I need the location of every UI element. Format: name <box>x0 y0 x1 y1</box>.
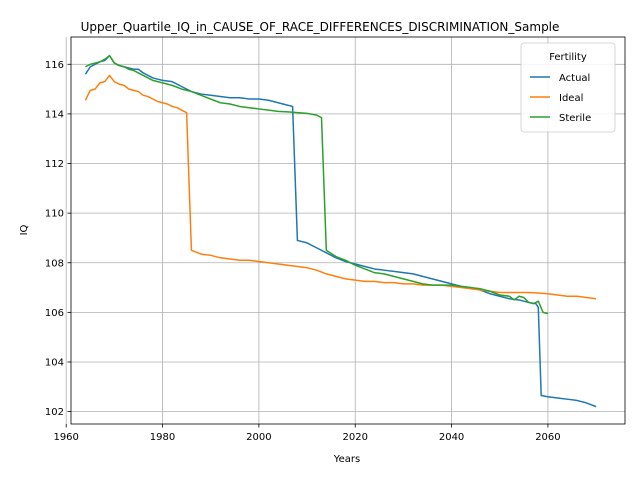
y-tick-label: 110 <box>45 209 64 220</box>
legend: Fertility Actual Ideal Sterile <box>520 42 616 133</box>
y-tick-label: 108 <box>45 258 64 269</box>
legend-box <box>520 42 616 133</box>
legend-label-sterile: Sterile <box>559 113 591 124</box>
y-tick-label: 102 <box>45 407 64 418</box>
x-tick-label: 1960 <box>53 432 78 443</box>
series-line-sterile <box>85 54 549 315</box>
y-axis-label: IQ <box>19 224 30 235</box>
x-tick-label: 2020 <box>342 432 367 443</box>
y-tick-label: 112 <box>45 159 64 170</box>
x-axis-ticks: 1960 1980 2000 2020 2040 2060 <box>53 424 561 443</box>
x-tick-label: 2060 <box>535 432 560 443</box>
series-lines <box>84 54 597 408</box>
y-tick-label: 106 <box>45 308 64 319</box>
x-tick-label: 2040 <box>439 432 464 443</box>
y-tick-label: 116 <box>45 60 64 71</box>
y-axis-ticks: 102 104 106 108 110 112 114 116 <box>45 60 71 418</box>
y-tick-label: 114 <box>45 109 64 120</box>
chart-title: Upper_Quartile_IQ_in_CAUSE_OF_RACE_DIFFE… <box>81 20 560 34</box>
x-axis-label: Years <box>333 454 360 465</box>
plot-frame <box>70 36 626 425</box>
series-line-actual <box>84 54 597 408</box>
legend-label-ideal: Ideal <box>559 93 583 104</box>
y-tick-label: 104 <box>45 357 64 368</box>
x-tick-label: 1980 <box>150 432 175 443</box>
series-line-ideal <box>84 74 597 300</box>
legend-label-actual: Actual <box>559 73 590 84</box>
x-tick-label: 2000 <box>246 432 271 443</box>
legend-title: Fertility <box>549 52 587 63</box>
